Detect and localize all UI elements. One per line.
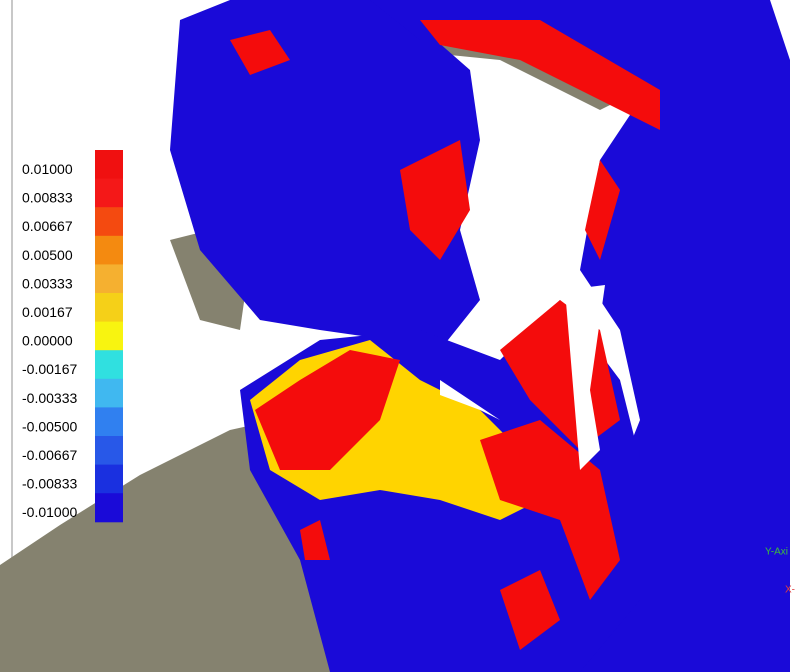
- legend-swatch: [95, 150, 123, 179]
- legend-label: -0.00833: [22, 476, 77, 492]
- legend-label: 0.00000: [22, 333, 73, 349]
- legend-swatch: [95, 179, 123, 208]
- legend-label: 0.00833: [22, 190, 73, 206]
- legend-swatch: [95, 379, 123, 408]
- legend-label: 0.00333: [22, 275, 73, 291]
- legend-swatch: [95, 493, 123, 522]
- legend-swatch: [95, 322, 123, 351]
- legend-label: -0.00333: [22, 390, 77, 406]
- scene: 0.01000 0.00833 0.00667 0.00500 0.00333 0.001…: [0, 0, 796, 672]
- legend-swatch: [95, 207, 123, 236]
- legend-label: 0.00167: [22, 304, 73, 320]
- legend-label: -0.01000: [22, 504, 77, 520]
- legend-label: -0.00500: [22, 418, 77, 434]
- color-legend: 0.01000 0.00833 0.00667 0.00500 0.00333 0.001…: [22, 150, 123, 522]
- legend-swatch: [95, 293, 123, 322]
- legend-swatch: [95, 264, 123, 293]
- x-axis-label: X-: [785, 585, 795, 596]
- legend-swatch: [95, 236, 123, 265]
- legend-swatch: [95, 407, 123, 436]
- legend-label: 0.00667: [22, 218, 73, 234]
- legend-label: 0.00500: [22, 247, 73, 263]
- viewport: 0.01000 0.00833 0.00667 0.00500 0.00333 0.001…: [0, 0, 796, 672]
- legend-swatch: [95, 465, 123, 494]
- legend-swatch: [95, 436, 123, 465]
- legend-swatch: [95, 350, 123, 379]
- legend-label: 0.01000: [22, 161, 73, 177]
- y-axis-label: Y-Axi: [765, 547, 788, 558]
- legend-label: -0.00667: [22, 447, 77, 463]
- legend-label: -0.00167: [22, 361, 77, 377]
